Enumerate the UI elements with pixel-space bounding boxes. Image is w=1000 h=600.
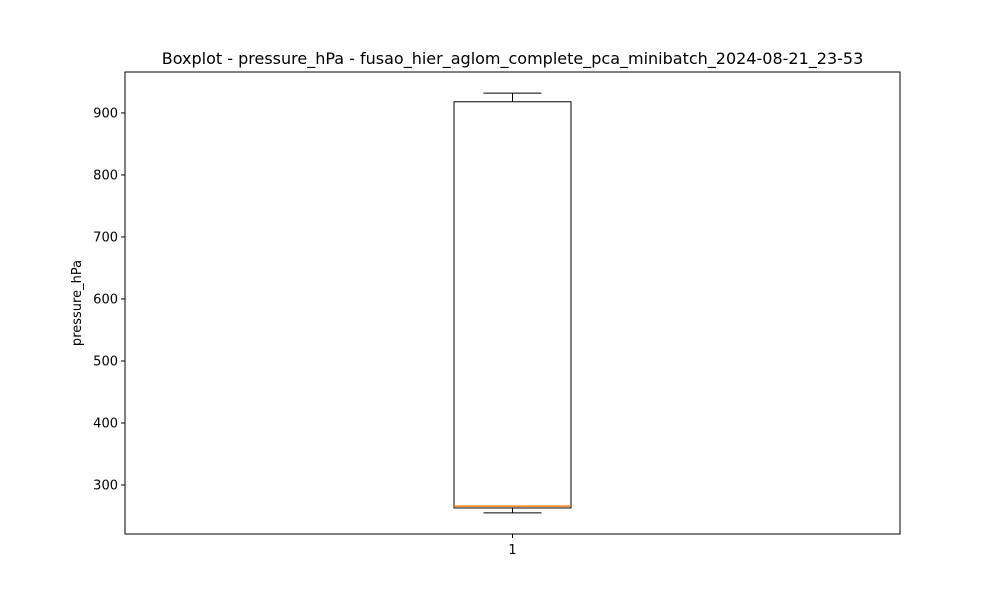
plot-frame (124, 71, 901, 535)
interquartile-box (453, 101, 572, 509)
y-tick-label: 500 (93, 354, 118, 369)
y-tick-label: 900 (93, 106, 118, 121)
y-tick-label: 700 (93, 230, 118, 245)
y-axis: 300 400 500 600 700 800 900 (93, 106, 125, 494)
chart-title: Boxplot - pressure_hPa - fusao_hier_aglo… (162, 49, 864, 69)
x-tick-label: 1 (508, 543, 516, 558)
y-tick-label: 300 (93, 479, 118, 494)
box-series (453, 92, 572, 514)
y-tick-label: 800 (93, 168, 118, 183)
y-tick-label: 400 (93, 416, 118, 431)
x-axis: 1 (508, 534, 517, 558)
y-axis-label: pressure_hPa (70, 260, 85, 346)
y-tick-label: 600 (93, 292, 118, 307)
